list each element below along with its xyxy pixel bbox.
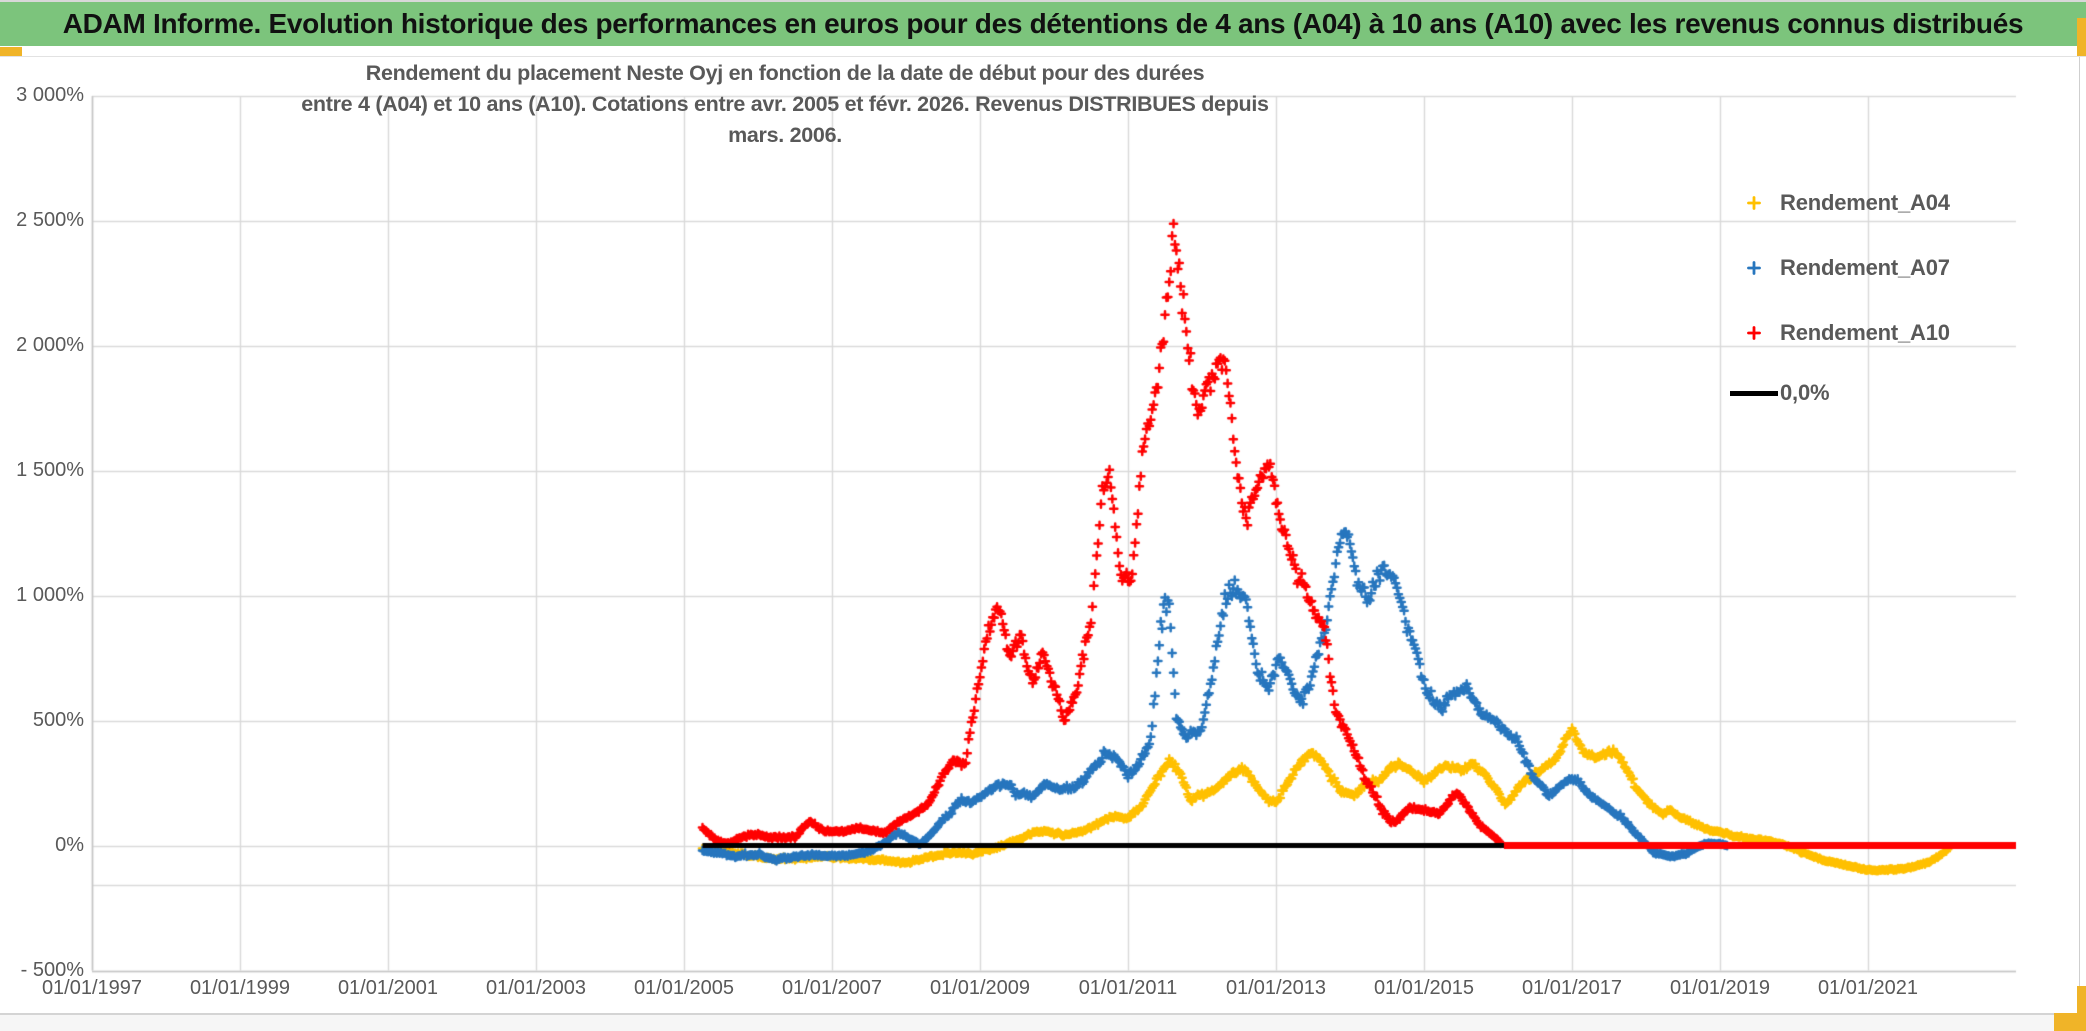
legend-label: Rendement_A04 <box>1780 190 1950 215</box>
x-tick-label: 01/01/2007 <box>781 977 883 999</box>
zero-line-sample <box>1730 390 1778 396</box>
legend-plus-marker-icon <box>1728 261 1780 275</box>
x-tick-label: 01/01/2011 <box>1078 977 1178 999</box>
legend-label: Rendement_A10 <box>1780 320 1950 345</box>
legend-zero-line-swatch <box>1728 390 1780 396</box>
y-tick-label: - 500% <box>20 958 84 981</box>
y-tick-label: 1 500% <box>16 458 84 481</box>
y-tick-label: 3 000% <box>16 84 84 106</box>
x-tick-label: 01/01/2019 <box>1669 977 1771 999</box>
legend-item-rendement-a07[interactable]: Rendement_A07 <box>1728 251 1950 285</box>
x-tick-label: 01/01/2009 <box>929 977 1031 999</box>
legend-item-0-0-[interactable]: 0,0% <box>1728 376 1830 410</box>
legend-plus-marker-icon <box>1728 326 1780 340</box>
legend-item-rendement-a04[interactable]: Rendement_A04 <box>1728 186 1950 220</box>
legend-item-rendement-a10[interactable]: Rendement_A10 <box>1728 316 1950 350</box>
chart-title-line2: entre 4 (A04) et 10 ans (A10). Cotations… <box>301 92 1269 147</box>
sheet-accent-bottom-right-vertical <box>2077 986 2086 1016</box>
x-tick-label: 01/01/2017 <box>1521 977 1623 999</box>
sheet-row-below-chart <box>0 1015 2054 1031</box>
legend-plus-marker-icon <box>1728 196 1780 210</box>
chart-border-right <box>2079 57 2080 1013</box>
y-tick-label: 500% <box>32 708 84 731</box>
chart-title: Rendement du placement Neste Oyj en fonc… <box>285 58 1285 151</box>
chart-title-line1: Rendement du placement Neste Oyj en fonc… <box>365 61 1205 85</box>
legend-label: 0,0% <box>1780 380 1830 405</box>
x-tick-label: 01/01/2015 <box>1373 977 1475 999</box>
x-tick-label: 01/01/2001 <box>337 977 439 999</box>
x-tick-label: 01/01/2021 <box>1817 977 1919 999</box>
x-tick-label: 01/01/1999 <box>189 977 291 999</box>
y-tick-label: 2 000% <box>16 333 84 356</box>
x-tick-label: 01/01/2003 <box>485 977 587 999</box>
y-tick-label: 2 500% <box>16 208 84 231</box>
x-tick-label: 01/01/2013 <box>1225 977 1327 999</box>
x-tick-label: 01/01/2005 <box>633 977 735 999</box>
y-tick-label: 0% <box>55 833 84 856</box>
y-tick-label: 1 000% <box>16 583 84 606</box>
sheet-accent-bottom-right-horizontal <box>2054 1013 2086 1031</box>
x-tick-label: 01/01/1997 <box>41 977 143 999</box>
legend-label: Rendement_A07 <box>1780 255 1950 280</box>
chart-border-bottom <box>0 1013 2056 1015</box>
